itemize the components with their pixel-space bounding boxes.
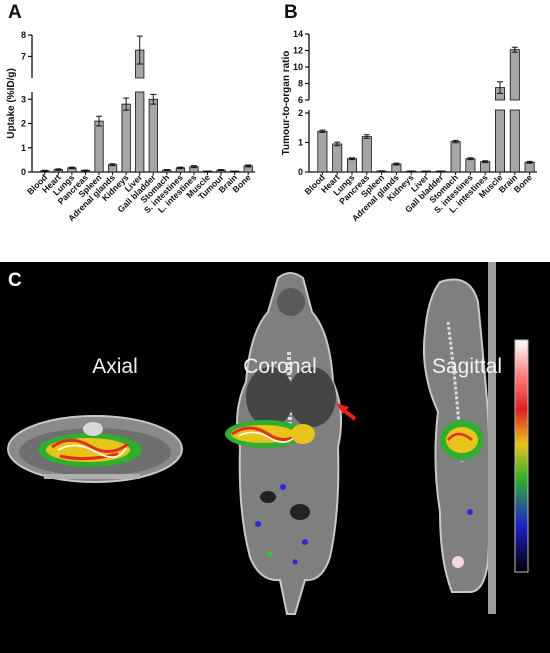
chart-a-ytick-label: 7	[21, 52, 26, 62]
chart-b-bar	[317, 130, 328, 173]
chart-a-ytick-label: 2	[21, 119, 26, 129]
chart-b-bar	[495, 109, 505, 173]
coronal-slice	[225, 272, 342, 615]
axial-label: Axial	[92, 355, 138, 378]
coronal-label: Coronal	[243, 355, 317, 378]
panel-a-letter: A	[8, 2, 22, 23]
chart-a-ytick-label: 8	[21, 30, 26, 40]
chart-b-bar	[332, 143, 343, 173]
chart-a-bar	[148, 98, 158, 173]
chart-b-bar	[450, 141, 461, 173]
chart-b-ytick-label: 8	[298, 79, 303, 89]
chart-a-bar	[135, 91, 145, 173]
chart-b: Tumour-to-organ ratio01268101214BloodHea…	[281, 29, 537, 223]
chart-a: Uptake (%ID/g)012378BloodHeartLungsPancr…	[6, 30, 255, 223]
chart-b-bar	[480, 161, 491, 173]
chart-b-bar	[347, 158, 357, 173]
chart-b-ytick-label: 12	[293, 46, 303, 56]
chart-a-bar	[94, 120, 104, 173]
chart-b-bar	[524, 161, 535, 173]
chart-b-bar	[465, 158, 476, 173]
chart-a-ytick-label: 0	[21, 167, 26, 177]
chart-b-bar-upper	[509, 49, 520, 101]
chart-b-ytick-label: 10	[293, 62, 303, 72]
sagittal-label: Sagittal	[431, 355, 503, 378]
chart-a-bar	[121, 103, 131, 173]
chart-b-ytick-label: 6	[298, 95, 303, 105]
chart-b-y-axis-label: Tumour-to-organ ratio	[281, 51, 292, 156]
chart-a-y-axis-label: Uptake (%ID/g)	[6, 68, 17, 139]
panel-b-letter: B	[284, 2, 298, 23]
color-scale-bar	[514, 339, 529, 573]
chart-b-bar	[509, 109, 520, 173]
panel-c-imaging: C	[0, 262, 550, 653]
chart-b-ytick-label: 0	[298, 167, 303, 177]
chart-b-ytick-label: 1	[298, 137, 303, 147]
chart-a-ytick-label: 1	[21, 143, 26, 153]
chart-b-ytick-label: 2	[298, 108, 303, 118]
chart-b-bar	[361, 136, 372, 173]
axial-slice	[7, 415, 183, 483]
sagittal-slice	[422, 262, 496, 614]
pet-ct-images	[7, 262, 529, 615]
chart-a-ytick-label: 3	[21, 94, 26, 104]
tumour-arrow-icon	[336, 403, 357, 421]
chart-b-ytick-label: 14	[293, 29, 303, 39]
panel-c-letter: C	[8, 270, 22, 291]
